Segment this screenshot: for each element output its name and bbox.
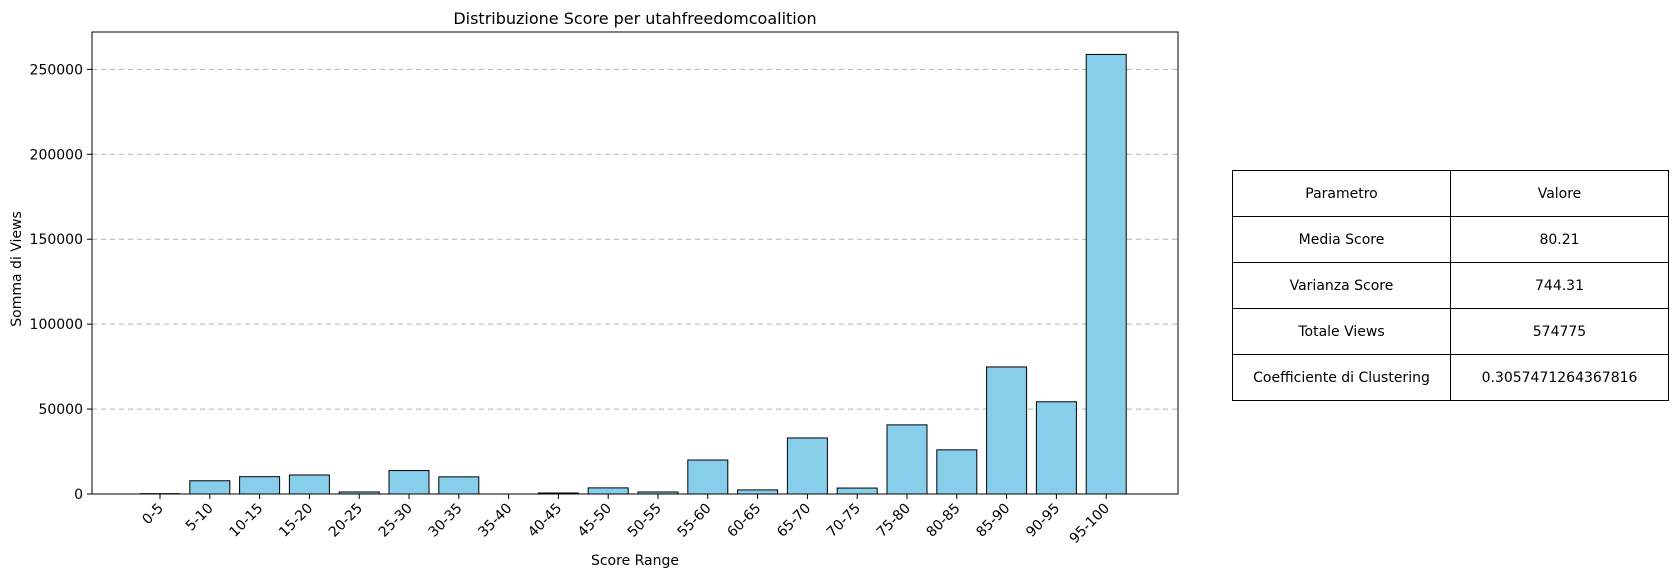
x-tick-label: 5-10 [183, 501, 217, 535]
table-header-cell: Valore [1450, 170, 1669, 217]
x-tick-label: 70-75 [824, 501, 864, 541]
x-tick-label: 95-100 [1067, 501, 1113, 547]
x-axis-label: Score Range [591, 553, 679, 569]
x-tick-label: 65-70 [774, 501, 814, 541]
bar [438, 476, 480, 495]
bar [1035, 401, 1077, 495]
x-tick-label: 50-55 [625, 501, 665, 541]
bar [836, 487, 878, 495]
bar [388, 470, 430, 495]
bar [986, 366, 1028, 495]
bar [189, 480, 231, 495]
table-header-row: Parametro Valore [1232, 170, 1669, 217]
table-cell: Coefficiente di Clustering [1232, 354, 1451, 401]
x-tick-label: 40-45 [525, 501, 565, 541]
table-header-cell: Parametro [1232, 170, 1451, 217]
x-tick-label: 90-95 [1023, 501, 1063, 541]
table-cell: 80.21 [1450, 216, 1669, 263]
table-cell: Media Score [1232, 216, 1451, 263]
x-tick-label: 25-30 [376, 501, 416, 541]
table-row: Media Score 80.21 [1232, 216, 1669, 263]
stats-table: Parametro Valore Media Score 80.21 Varia… [1232, 170, 1669, 401]
x-tick-label: 0-5 [139, 501, 166, 528]
table-cell: Varianza Score [1232, 262, 1451, 309]
bar [786, 437, 828, 495]
y-tick-label: 150000 [30, 232, 83, 248]
x-tick-label: 20-25 [326, 501, 366, 541]
x-axis-ticks: 0-5 5-10 10-15 15-20 20-25 25-30 30-35 35-40 40-… [139, 494, 1113, 547]
plot-frame [91, 31, 1179, 495]
x-tick-label: 80-85 [924, 501, 964, 541]
y-tick-label: 100000 [30, 317, 83, 333]
y-tick-label: 250000 [30, 62, 83, 78]
x-tick-label: 75-80 [874, 501, 914, 541]
x-tick-label: 35-40 [475, 501, 515, 541]
chart-title: Distribuzione Score per utahfreedomcoali… [453, 9, 816, 28]
y-tick-label: 0 [74, 487, 83, 503]
x-tick-label: 30-35 [426, 501, 466, 541]
bar [288, 474, 330, 495]
bar [886, 424, 928, 495]
y-axis-label: Somma di Views [9, 211, 25, 327]
bar [687, 459, 729, 495]
y-tick-label: 200000 [30, 147, 83, 163]
table-row: Varianza Score 744.31 [1232, 262, 1669, 309]
table-row: Coefficiente di Clustering 0.30574712643… [1232, 354, 1669, 401]
bars [139, 53, 1127, 495]
x-tick-label: 85-90 [973, 501, 1013, 541]
table-cell: 744.31 [1450, 262, 1669, 309]
x-tick-label: 10-15 [226, 501, 266, 541]
table-row: Totale Views 574775 [1232, 308, 1669, 355]
y-tick-label: 50000 [38, 402, 83, 418]
bar [1085, 53, 1127, 495]
x-tick-label: 45-50 [575, 501, 615, 541]
grid-lines [92, 68, 1178, 410]
bar [239, 476, 281, 495]
table-cell: Totale Views [1232, 308, 1451, 355]
x-tick-label: 55-60 [675, 501, 715, 541]
bar [936, 449, 978, 495]
x-tick-label: 60-65 [724, 501, 764, 541]
table-cell: 574775 [1450, 308, 1669, 355]
x-tick-label: 15-20 [276, 501, 316, 541]
bar-chart: Distribuzione Score per utahfreedomcoali… [9, 9, 1179, 569]
bar [587, 487, 629, 495]
table-cell: 0.3057471264367816 [1450, 354, 1669, 401]
y-axis-ticks: 0 50000 100000 150000 200000 250000 [30, 62, 92, 503]
bar [737, 489, 779, 495]
